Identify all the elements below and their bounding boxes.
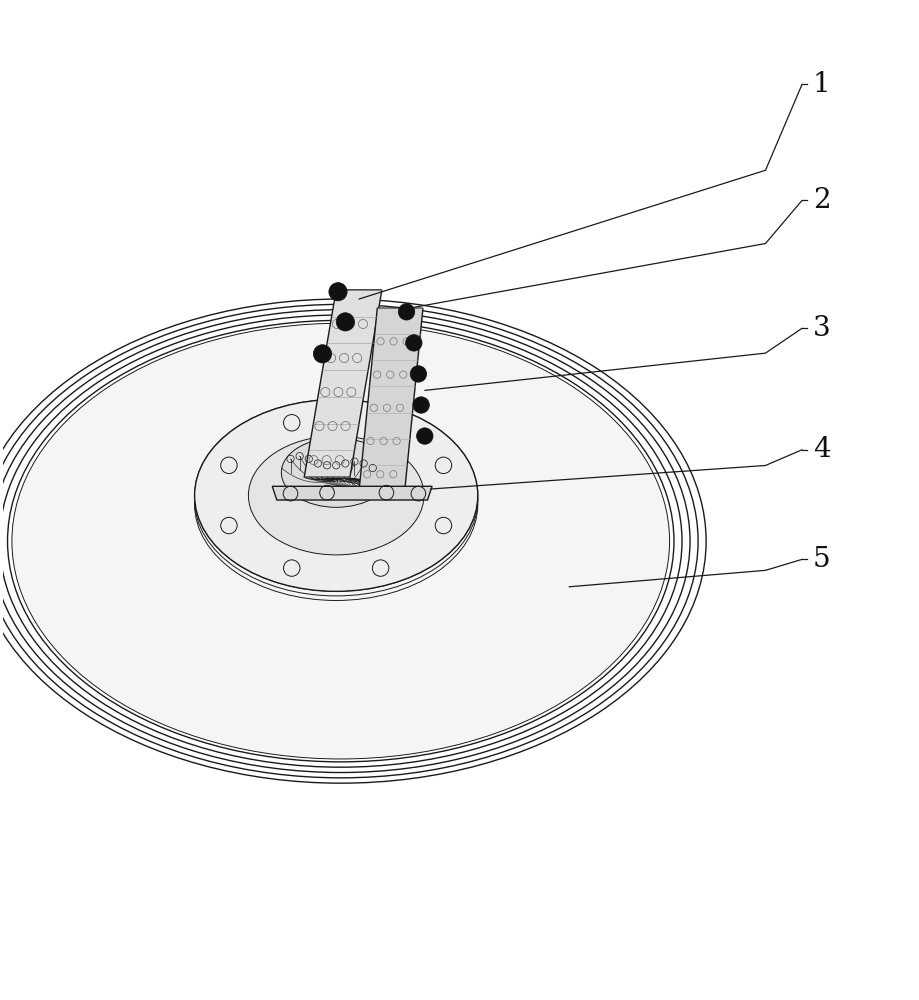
Polygon shape <box>359 308 423 491</box>
Circle shape <box>336 313 355 331</box>
Text: 3: 3 <box>813 315 831 342</box>
Text: 4: 4 <box>813 436 831 463</box>
Text: 1: 1 <box>813 71 831 98</box>
Polygon shape <box>304 290 382 477</box>
Circle shape <box>405 335 422 351</box>
Polygon shape <box>272 486 432 500</box>
Ellipse shape <box>281 438 391 507</box>
Text: 5: 5 <box>813 546 831 573</box>
Circle shape <box>313 345 332 363</box>
Circle shape <box>329 283 347 301</box>
Ellipse shape <box>195 400 478 591</box>
Circle shape <box>410 366 426 382</box>
Text: 2: 2 <box>813 187 831 214</box>
Circle shape <box>398 304 414 320</box>
Ellipse shape <box>248 436 424 555</box>
Ellipse shape <box>12 323 670 759</box>
Circle shape <box>413 397 429 413</box>
Circle shape <box>416 428 433 444</box>
